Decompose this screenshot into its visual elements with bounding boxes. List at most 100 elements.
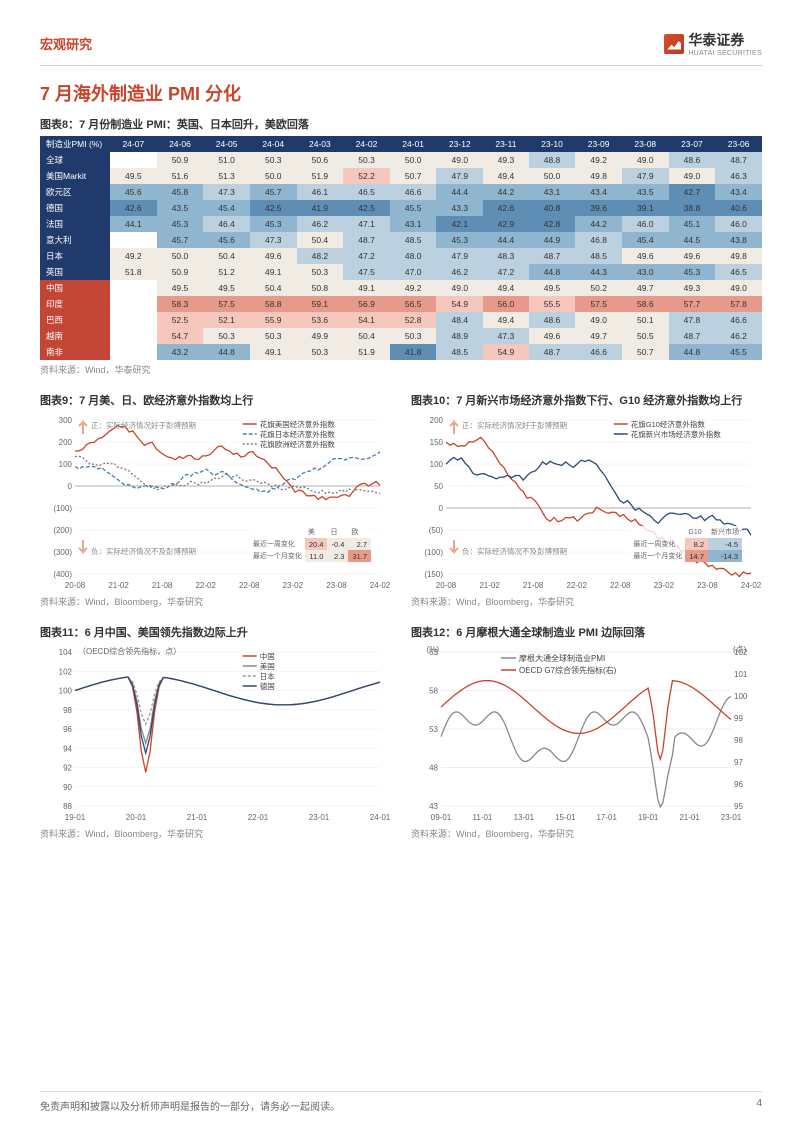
chart12: 43485358639596979899100101102(%)(点)09-01…: [411, 644, 762, 824]
svg-text:19-01: 19-01: [638, 813, 659, 822]
svg-text:20-01: 20-01: [126, 813, 147, 822]
svg-text:100: 100: [59, 460, 73, 469]
page-number: 4: [756, 1098, 762, 1113]
category-label: 宏观研究: [40, 34, 92, 53]
svg-text:20-08: 20-08: [65, 581, 86, 590]
svg-text:99: 99: [734, 714, 743, 723]
svg-text:22-01: 22-01: [248, 813, 269, 822]
svg-text:95: 95: [734, 802, 743, 811]
svg-text:90: 90: [63, 783, 72, 792]
svg-text:104: 104: [59, 648, 73, 657]
chart10-title: 图表10：7 月新兴市场经济意外指数下行、G10 经济意外指数均上行: [411, 392, 762, 408]
svg-text:负：实际经济情况不及彭博预期: 负：实际经济情况不及彭博预期: [462, 546, 567, 556]
svg-text:(100): (100): [424, 548, 443, 557]
svg-text:20-08: 20-08: [436, 581, 457, 590]
svg-text:23-01: 23-01: [309, 813, 330, 822]
svg-text:53: 53: [429, 725, 438, 734]
svg-text:300: 300: [59, 416, 73, 425]
svg-text:24-01: 24-01: [370, 813, 390, 822]
svg-text:102: 102: [59, 667, 73, 676]
table8-title: 图表8：7 月份制造业 PMI：英国、日本回升，美欧回落: [40, 116, 762, 132]
svg-text:24-02: 24-02: [370, 581, 390, 590]
svg-text:(300): (300): [53, 548, 72, 557]
svg-text:21-01: 21-01: [187, 813, 208, 822]
chart9-title: 图表9：7 月美、日、欧经济意外指数均上行: [40, 392, 391, 408]
svg-text:97: 97: [734, 758, 743, 767]
chart10: (150) (100) (50) 0 50 100 150 200 20-08 21-02 21-0…: [411, 412, 762, 592]
page-header: 宏观研究 华泰证券 HUATAI SECURITIES: [40, 30, 762, 66]
svg-text:13-01: 13-01: [514, 813, 535, 822]
svg-text:21-08: 21-08: [152, 581, 173, 590]
svg-text:(200): (200): [53, 526, 72, 535]
svg-text:花旗美国经济意外指数: 花旗美国经济意外指数: [260, 419, 335, 429]
svg-text:98: 98: [63, 706, 72, 715]
svg-text:中国: 中国: [260, 651, 275, 661]
svg-text:(点): (点): [733, 645, 747, 654]
page-footer: 免责声明和披露以及分析师声明是报告的一部分，请务必一起阅读。 4: [40, 1091, 762, 1113]
svg-text:09-01: 09-01: [431, 813, 452, 822]
svg-text:94: 94: [63, 744, 72, 753]
svg-text:48: 48: [429, 764, 438, 773]
svg-text:100: 100: [734, 692, 748, 701]
chart9: (400) (300) (200) (100) 0 100 200 300 20-08 21-02…: [40, 412, 391, 592]
svg-text:美国: 美国: [260, 661, 275, 671]
svg-text:19-01: 19-01: [65, 813, 86, 822]
svg-text:200: 200: [59, 438, 73, 447]
svg-text:88: 88: [63, 802, 72, 811]
svg-text:日本: 日本: [260, 671, 275, 681]
svg-text:0: 0: [439, 504, 444, 513]
svg-text:(150): (150): [424, 570, 443, 579]
chart12-source: 资料来源：Wind，Bloomberg，华泰研究: [411, 827, 762, 840]
svg-text:21-01: 21-01: [679, 813, 700, 822]
disclaimer: 免责声明和披露以及分析师声明是报告的一部分，请务必一起阅读。: [40, 1098, 340, 1113]
svg-text:正：实际经济情况好于彭博预期: 正：实际经济情况好于彭博预期: [91, 420, 196, 430]
svg-text:21-08: 21-08: [523, 581, 544, 590]
svg-text:50: 50: [434, 482, 443, 491]
svg-text:德国: 德国: [260, 681, 275, 691]
brand-name: 华泰证券: [688, 30, 762, 50]
svg-text:17-01: 17-01: [596, 813, 617, 822]
brand-logo: 华泰证券 HUATAI SECURITIES: [664, 30, 762, 57]
chart9-source: 资料来源：Wind，Bloomberg，华泰研究: [40, 595, 391, 608]
svg-text:正：实际经济情况好于彭博预期: 正：实际经济情况好于彭博预期: [462, 420, 567, 430]
svg-text:花旗欧洲经济意外指数: 花旗欧洲经济意外指数: [260, 439, 335, 449]
svg-text:101: 101: [734, 670, 748, 679]
svg-text:22-08: 22-08: [610, 581, 631, 590]
svg-text:(400): (400): [53, 570, 72, 579]
svg-text:摩根大通全球制造业PMI: 摩根大通全球制造业PMI: [519, 653, 605, 663]
chart12-title: 图表12：6 月摩根大通全球制造业 PMI 边际回落: [411, 624, 762, 640]
chart11-source: 资料来源：Wind，Bloomberg，华泰研究: [40, 827, 391, 840]
svg-text:(100): (100): [53, 504, 72, 513]
svg-text:100: 100: [59, 687, 73, 696]
svg-text:100: 100: [430, 460, 444, 469]
brand-name-en: HUATAI SECURITIES: [688, 50, 762, 57]
svg-text:23-08: 23-08: [326, 581, 347, 590]
svg-text:22-02: 22-02: [566, 581, 587, 590]
svg-text:负：实际经济情况不及彭博预期: 负：实际经济情况不及彭博预期: [91, 546, 196, 556]
logo-icon: [664, 34, 684, 54]
svg-text:0: 0: [68, 482, 73, 491]
svg-text:92: 92: [63, 764, 72, 773]
svg-text:23-02: 23-02: [654, 581, 675, 590]
svg-text:58: 58: [429, 687, 438, 696]
svg-text:43: 43: [429, 802, 438, 811]
svg-text:(%): (%): [427, 645, 440, 654]
svg-text:96: 96: [63, 725, 72, 734]
svg-text:23-02: 23-02: [283, 581, 304, 590]
table8-source: 资料来源：Wind，华泰研究: [40, 363, 762, 376]
svg-text:200: 200: [430, 416, 444, 425]
svg-text:23-08: 23-08: [697, 581, 718, 590]
chart10-source: 资料来源：Wind，Bloomberg，华泰研究: [411, 595, 762, 608]
svg-text:OECD G7综合领先指标(右): OECD G7综合领先指标(右): [519, 665, 617, 675]
svg-text:24-02: 24-02: [741, 581, 761, 590]
svg-text:96: 96: [734, 780, 743, 789]
svg-text:150: 150: [430, 438, 444, 447]
svg-text:22-02: 22-02: [195, 581, 216, 590]
svg-text:98: 98: [734, 736, 743, 745]
svg-text:23-01: 23-01: [721, 813, 742, 822]
svg-text:(50): (50): [429, 526, 444, 535]
svg-text:21-02: 21-02: [479, 581, 500, 590]
section-title: 7 月海外制造业 PMI 分化: [40, 80, 762, 106]
chart11: 88 90 92 94 96 98 100 102 104 19-01 20-01 21-01 22-0…: [40, 644, 391, 824]
svg-text:21-02: 21-02: [108, 581, 129, 590]
